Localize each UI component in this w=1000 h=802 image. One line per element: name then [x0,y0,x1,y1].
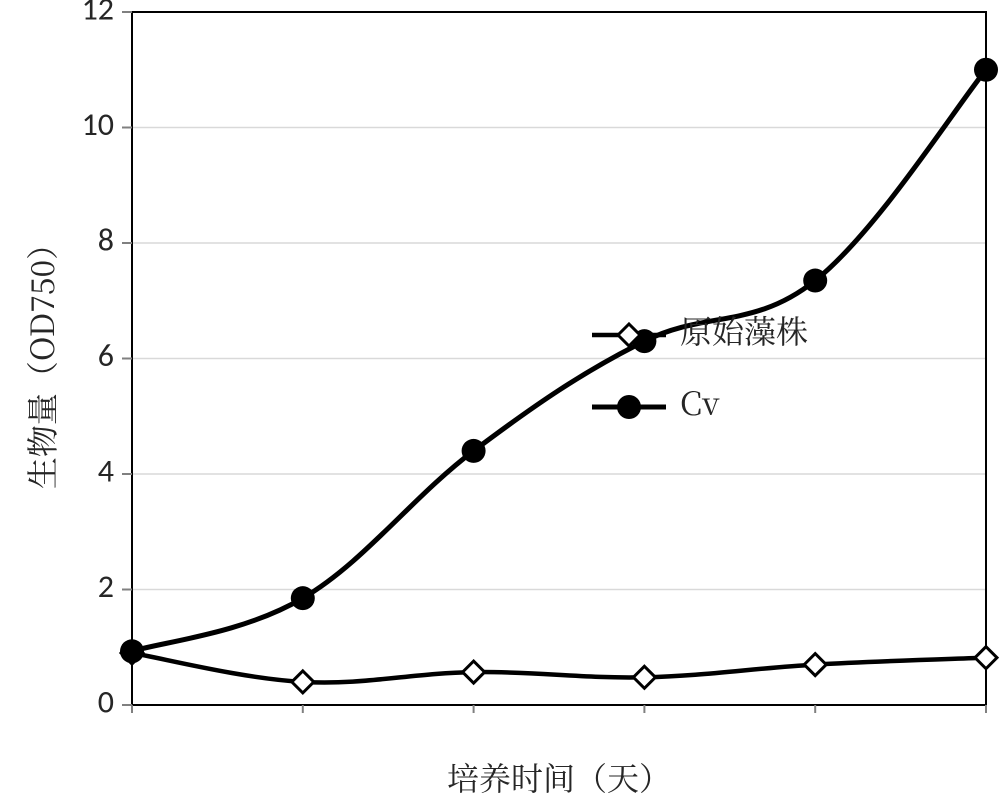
y-tick-label: 8 [98,221,114,260]
y-axis-label: 生物量（OD750） [18,228,64,489]
x-axis-label: 培养时间（天） [447,754,671,800]
line-chart: 0 2 4 6 8 10 12 原始藻株 Cv 生物量（OD750） 培养时间（天） [0,0,1000,802]
chart-frame: { "chart": { "type": "line", "width_px":… [0,0,1000,802]
y-tick-label: 6 [98,336,114,375]
y-tick-label: 12 [82,0,114,29]
marker-circle [291,586,315,610]
y-tick-label: 10 [82,105,114,144]
y-tick-label: 4 [98,452,114,491]
marker-circle [803,269,827,293]
marker-circle [617,395,641,419]
marker-circle [462,439,486,463]
y-tick-label: 2 [98,567,114,606]
legend-label: 原始藻株 [680,307,808,353]
legend-label: Cv [680,379,720,425]
y-tick-label: 0 [98,683,114,722]
marker-circle [120,639,144,663]
chart-background [0,0,1000,802]
marker-circle [974,58,998,82]
